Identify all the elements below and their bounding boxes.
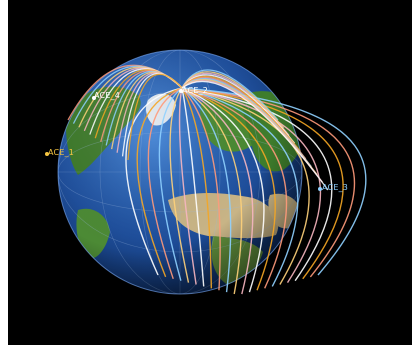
ground-track bbox=[181, 87, 333, 282]
ground-track bbox=[158, 87, 183, 281]
ground-track bbox=[125, 87, 183, 276]
ground-track bbox=[169, 87, 190, 283]
satellite-label-ace-2[interactable]: ACE_2 bbox=[182, 86, 209, 95]
ground-track bbox=[181, 87, 276, 291]
ground-track bbox=[181, 87, 322, 283]
satellite-label-ace-4[interactable]: ACE_4 bbox=[94, 91, 121, 100]
ground-track bbox=[136, 87, 183, 278]
satellite-marker-ace-3[interactable] bbox=[318, 187, 322, 191]
ground-track bbox=[181, 87, 344, 280]
ground-track bbox=[181, 87, 288, 289]
ground-track bbox=[181, 87, 205, 287]
ground-track bbox=[181, 87, 254, 295]
ground-track bbox=[181, 87, 265, 293]
ground-track bbox=[178, 87, 197, 285]
ground-track bbox=[147, 87, 183, 280]
ground-track bbox=[181, 87, 232, 293]
ground-track bbox=[127, 73, 183, 161]
orbit-scene[interactable] bbox=[8, 0, 412, 345]
ground-track bbox=[181, 87, 243, 295]
satellite-label-ace-3[interactable]: ACE_3 bbox=[322, 183, 349, 192]
satellite-marker-ace-1[interactable] bbox=[45, 152, 49, 156]
ground-track bbox=[181, 87, 221, 291]
globe-rim bbox=[57, 49, 303, 295]
ground-track bbox=[181, 80, 329, 191]
ground-track bbox=[181, 87, 213, 289]
satellite-marker-ace-4[interactable] bbox=[92, 96, 96, 100]
ground-track bbox=[181, 87, 310, 285]
satellite-marker-ace-2[interactable] bbox=[179, 89, 183, 93]
orbit-tracks bbox=[67, 64, 367, 295]
ground-track bbox=[181, 87, 299, 287]
globe-3d-view[interactable]: ACE_2 ACE_4 ACE_1 ACE_3 bbox=[8, 0, 412, 345]
satellite-label-ace-1[interactable]: ACE_1 bbox=[48, 148, 75, 157]
